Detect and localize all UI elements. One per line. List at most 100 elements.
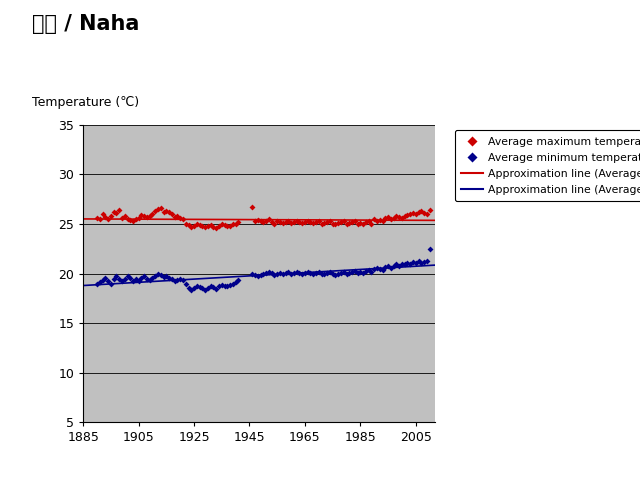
Point — [222, 222, 232, 230]
Legend: Average maximum temperature (℃), Average minimum temperature (℃), Approximation : Average maximum temperature (℃), Average… — [454, 130, 640, 201]
Point — [391, 212, 401, 220]
Point — [416, 207, 426, 215]
Point — [120, 212, 130, 220]
Point — [225, 222, 236, 230]
Point — [408, 209, 418, 217]
Point — [403, 211, 413, 219]
Point — [180, 220, 191, 228]
Point — [220, 221, 230, 229]
Point — [399, 260, 410, 267]
Point — [153, 205, 163, 213]
Point — [314, 268, 324, 276]
Point — [422, 210, 432, 218]
Point — [195, 221, 205, 229]
Point — [369, 265, 380, 273]
Point — [386, 215, 396, 223]
Point — [153, 270, 163, 277]
Point — [275, 269, 285, 276]
Point — [275, 218, 285, 226]
Point — [386, 264, 396, 272]
Point — [419, 258, 429, 265]
Point — [300, 269, 310, 276]
Point — [258, 218, 268, 226]
Point — [170, 213, 180, 221]
Point — [186, 287, 196, 294]
Point — [170, 276, 180, 284]
Point — [380, 214, 390, 222]
Point — [159, 208, 169, 216]
Point — [300, 218, 310, 226]
Point — [303, 268, 313, 276]
Point — [106, 212, 116, 220]
Point — [303, 217, 313, 225]
Point — [422, 257, 432, 264]
Point — [125, 216, 136, 224]
Point — [328, 220, 338, 228]
Point — [167, 275, 177, 282]
Point — [419, 209, 429, 217]
Point — [347, 268, 357, 276]
Point — [289, 269, 299, 276]
Point — [347, 218, 357, 226]
Point — [109, 275, 119, 282]
Point — [128, 276, 138, 284]
Point — [103, 276, 113, 284]
Point — [397, 214, 407, 222]
Point — [203, 285, 213, 292]
Point — [358, 220, 368, 228]
Point — [228, 280, 238, 288]
Point — [353, 269, 363, 276]
Point — [286, 219, 296, 227]
Point — [264, 268, 274, 276]
Point — [366, 220, 376, 228]
Point — [261, 217, 271, 225]
Point — [272, 270, 282, 277]
Point — [344, 219, 355, 227]
Point — [156, 204, 166, 212]
Point — [131, 215, 141, 223]
Point — [305, 218, 316, 226]
Point — [383, 213, 393, 221]
Point — [361, 218, 371, 226]
Point — [106, 280, 116, 288]
Point — [247, 270, 257, 277]
Point — [161, 207, 172, 215]
Point — [266, 218, 276, 226]
Point — [255, 271, 266, 278]
Point — [322, 269, 332, 276]
Point — [399, 212, 410, 220]
Point — [311, 218, 321, 226]
Point — [378, 266, 388, 274]
Point — [100, 274, 111, 281]
Point — [164, 208, 174, 216]
Point — [336, 269, 346, 276]
Point — [364, 217, 374, 225]
Point — [405, 260, 415, 267]
Point — [159, 273, 169, 280]
Point — [195, 284, 205, 291]
Point — [341, 270, 351, 277]
Point — [316, 270, 326, 277]
Point — [361, 267, 371, 275]
Point — [264, 215, 274, 223]
Point — [397, 260, 407, 267]
Point — [172, 212, 182, 220]
Point — [222, 282, 232, 289]
Point — [211, 224, 221, 232]
Point — [147, 274, 157, 281]
Point — [134, 214, 144, 222]
Point — [349, 267, 360, 275]
Point — [111, 209, 122, 217]
Point — [394, 213, 404, 221]
Point — [289, 218, 299, 226]
Point — [200, 287, 211, 294]
Point — [408, 258, 418, 265]
Point — [156, 271, 166, 278]
Point — [184, 285, 194, 292]
Text: 那覇 / Naha: 那覇 / Naha — [32, 14, 140, 35]
Point — [109, 208, 119, 216]
Point — [388, 214, 399, 222]
Point — [203, 222, 213, 230]
Point — [411, 210, 421, 218]
Point — [294, 269, 305, 276]
